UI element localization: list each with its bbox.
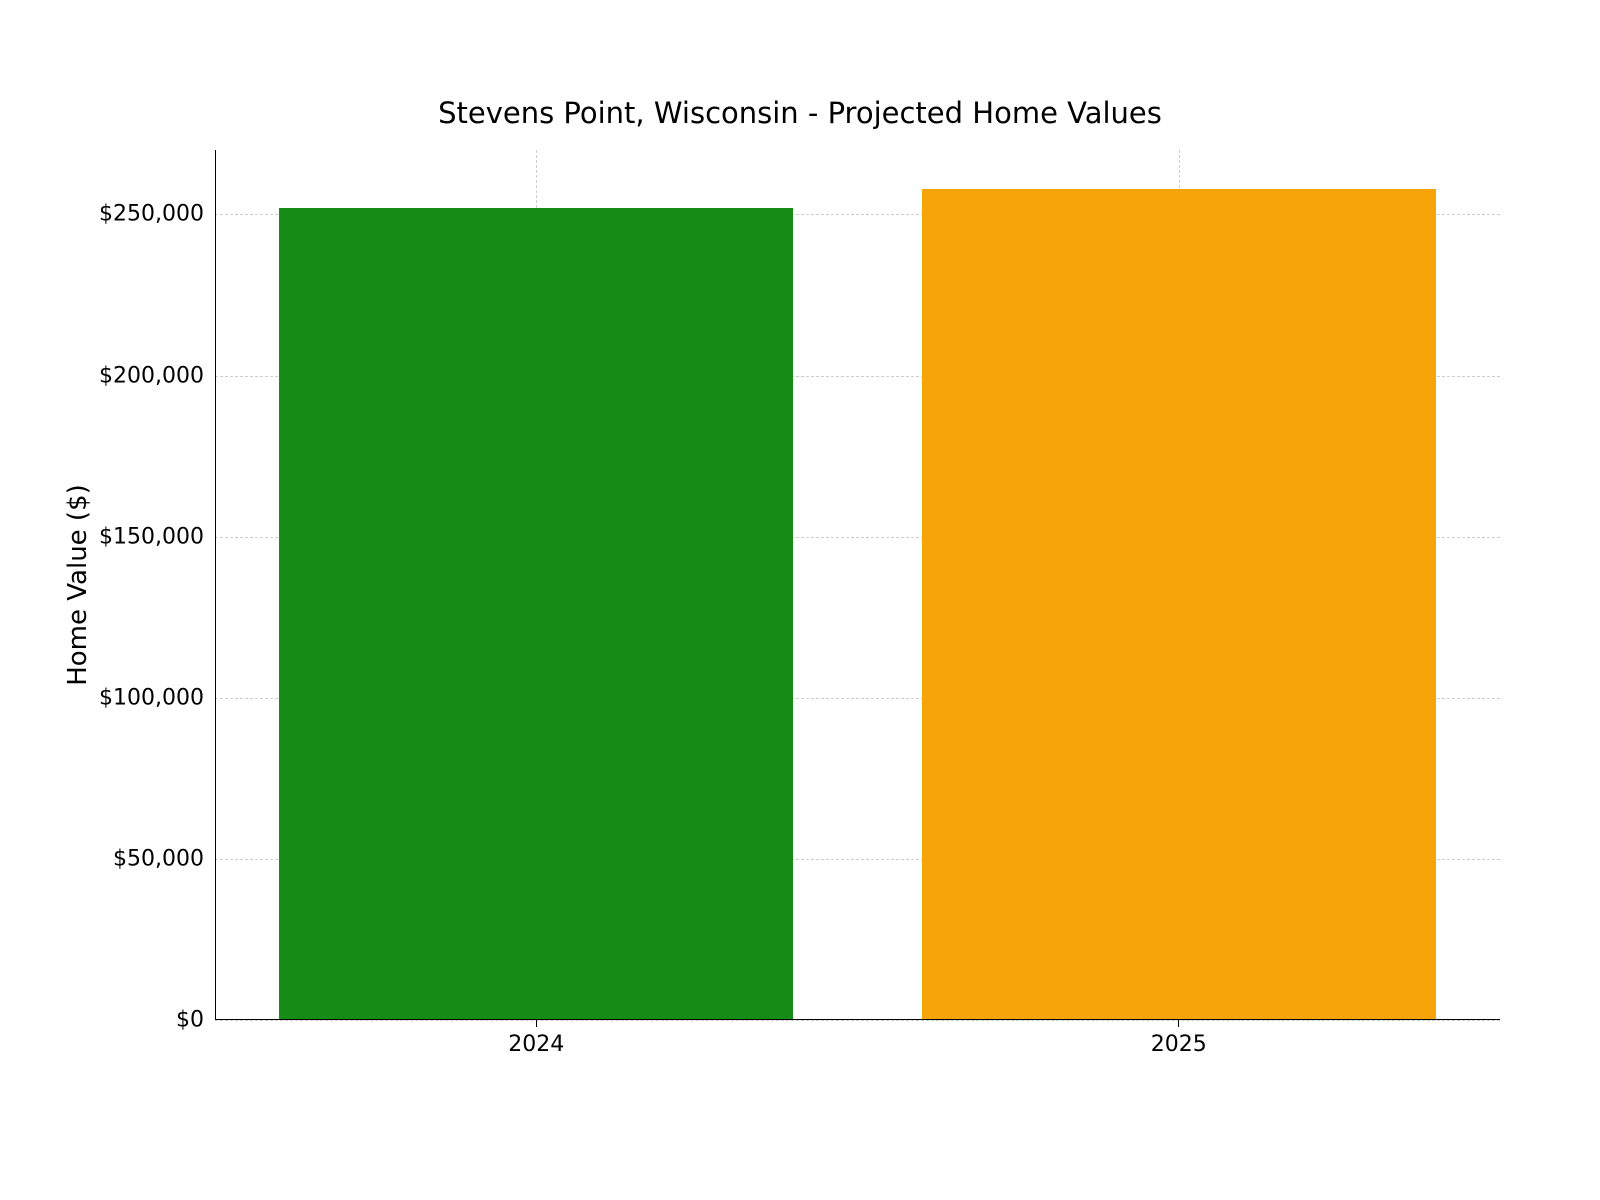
x-axis-spine	[215, 1019, 1500, 1020]
bar-2025	[922, 189, 1436, 1020]
y-tick-label: $100,000	[34, 685, 204, 710]
y-tick-label: $250,000	[34, 202, 204, 227]
x-tick-mark	[536, 1020, 537, 1027]
grid-line-horizontal	[215, 1020, 1500, 1021]
chart-title: Stevens Point, Wisconsin - Projected Hom…	[0, 96, 1600, 130]
bar-2024	[279, 208, 793, 1020]
x-tick-label: 2025	[1151, 1032, 1207, 1057]
y-axis-label: Home Value ($)	[63, 484, 93, 686]
y-tick-label: $50,000	[34, 846, 204, 871]
plot-area	[215, 150, 1500, 1020]
y-tick-label: $0	[34, 1008, 204, 1033]
y-tick-label: $200,000	[34, 363, 204, 388]
y-tick-label: $150,000	[34, 524, 204, 549]
x-tick-mark	[1178, 1020, 1179, 1027]
y-axis-spine	[215, 150, 216, 1020]
x-tick-label: 2024	[508, 1032, 564, 1057]
figure: Stevens Point, Wisconsin - Projected Hom…	[0, 0, 1600, 1200]
